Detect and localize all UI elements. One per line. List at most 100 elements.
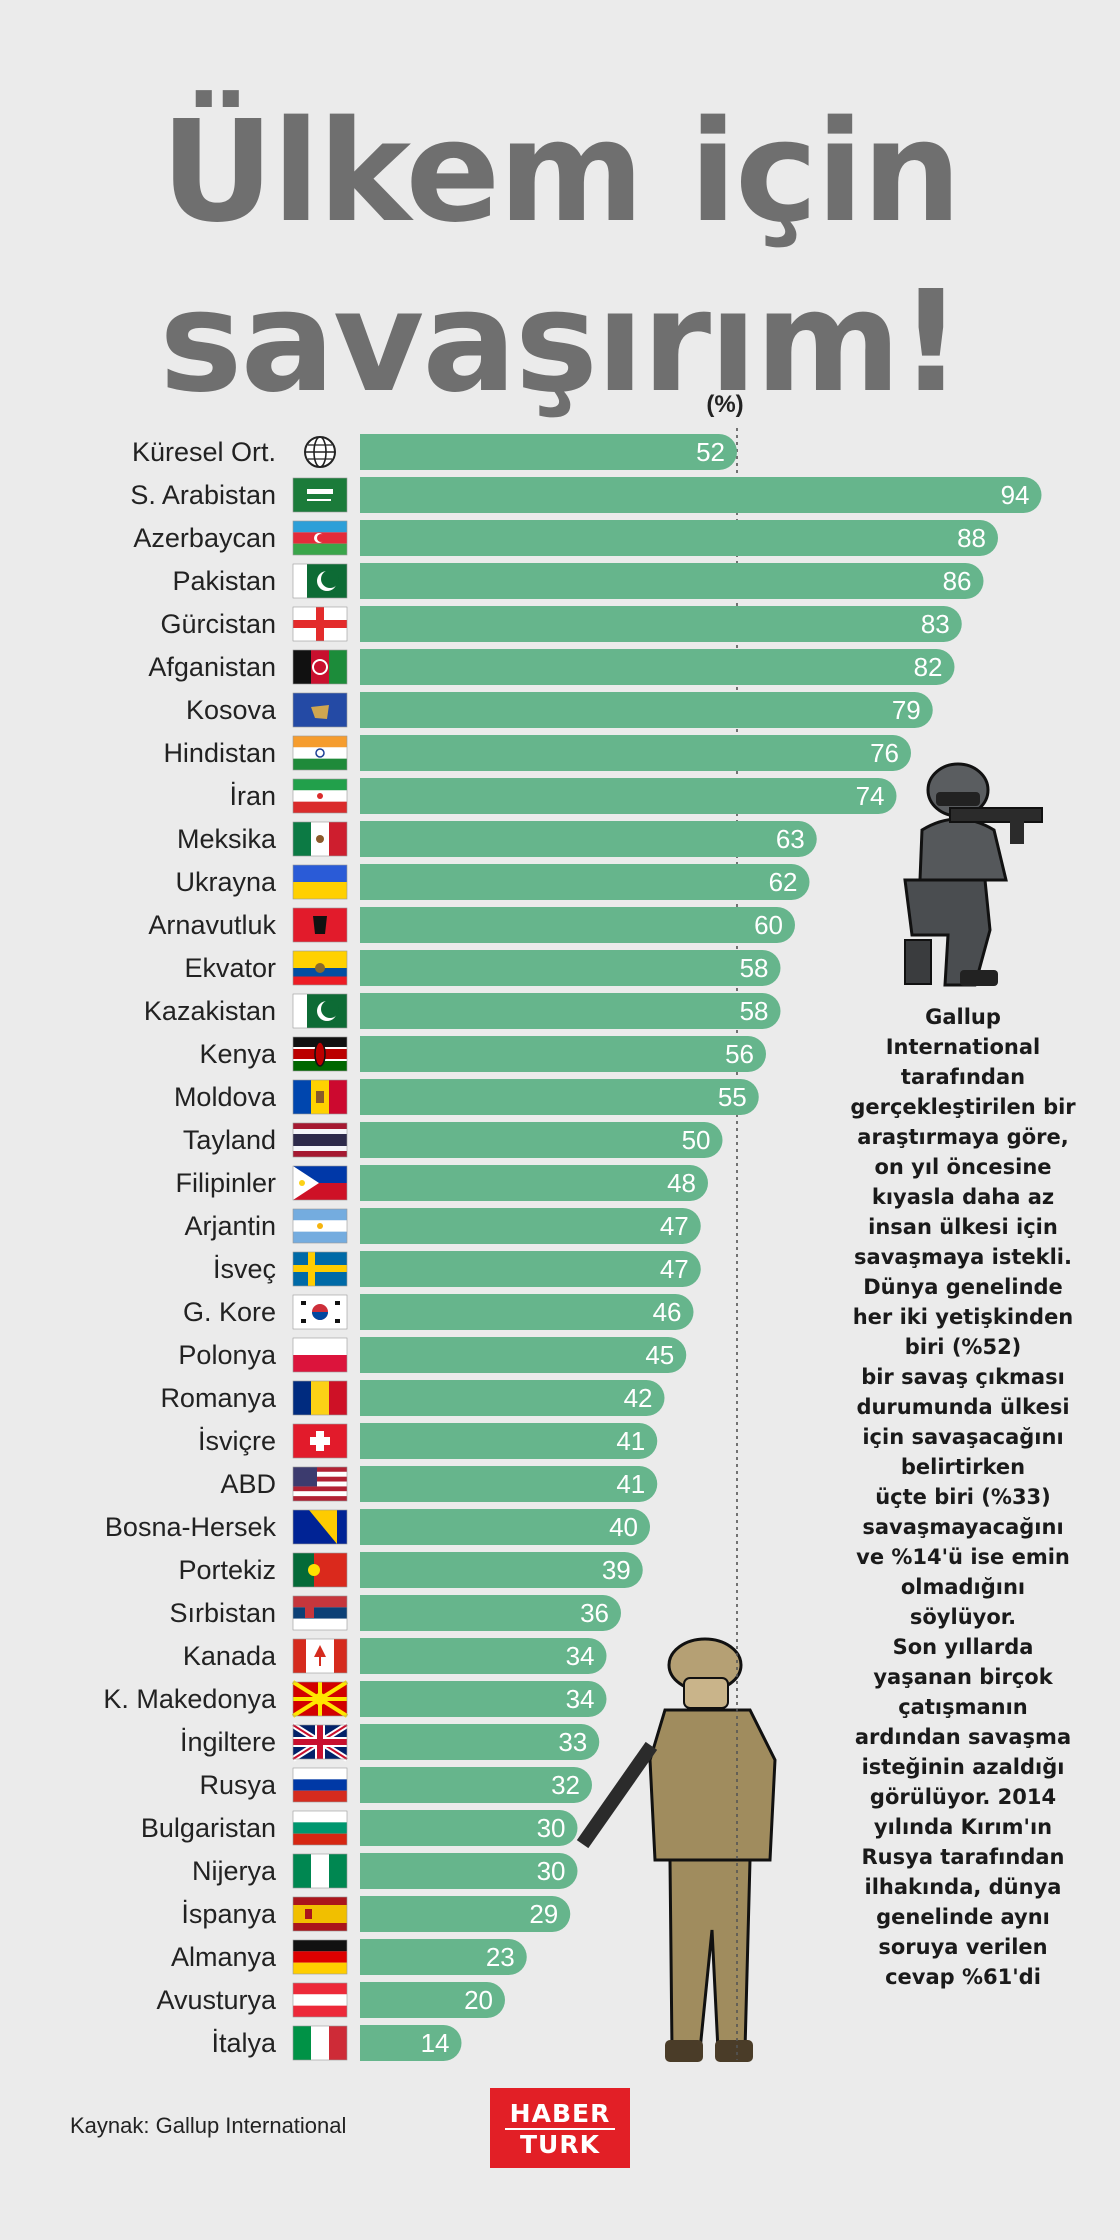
azerbaijan-flag: [292, 520, 348, 556]
chart-row: 47 Arjantin: [184, 1208, 701, 1244]
category-label: Romanya: [160, 1383, 277, 1413]
serbia-flag: [292, 1595, 348, 1631]
chart-row: 20 Avusturya: [156, 1982, 505, 2018]
bar: [360, 649, 955, 685]
value-label: 32: [551, 1770, 580, 1800]
mexico-flag: [292, 821, 348, 857]
value-label: 23: [486, 1942, 515, 1972]
category-label: Almanya: [171, 1942, 277, 1972]
value-label: 30: [537, 1813, 566, 1843]
chart-row: 32 Rusya: [199, 1767, 592, 1803]
chart-row: 46 G. Kore: [183, 1294, 694, 1331]
bar: [360, 1939, 527, 1975]
value-label: 29: [529, 1899, 558, 1929]
chart-row: 82 Afganistan: [148, 649, 955, 685]
category-label: Bulgaristan: [141, 1813, 276, 1843]
category-label: Kanada: [183, 1641, 277, 1671]
value-label: 82: [914, 652, 943, 682]
chart-row: 30 Bulgaristan: [141, 1810, 578, 1846]
bar: [360, 1036, 766, 1072]
category-label: Nijerya: [192, 1856, 277, 1886]
chart-row: 14 İtalya: [211, 2025, 462, 2061]
value-label: 50: [682, 1125, 711, 1155]
india-flag: [292, 735, 348, 771]
title-line-2: savaşırım!: [159, 261, 963, 424]
category-label: Hindistan: [163, 738, 276, 768]
unit-label: (%): [706, 391, 743, 418]
saudi-arabia-flag: [292, 477, 348, 513]
bar: [360, 1380, 665, 1416]
chart-row: 30 Nijerya: [192, 1853, 578, 1889]
poland-flag: [292, 1337, 348, 1373]
bar: [360, 778, 897, 814]
bar: [360, 1552, 643, 1588]
bar: [360, 1079, 759, 1115]
chart-row: 55 Moldova: [174, 1079, 759, 1115]
value-label: 40: [609, 1512, 638, 1542]
category-label: Portekiz: [178, 1555, 276, 1585]
category-label: Ukrayna: [175, 867, 277, 897]
value-label: 48: [667, 1168, 696, 1198]
iran-flag: [292, 778, 348, 814]
chart-row: 79 Kosova: [186, 692, 933, 728]
bar: [360, 1638, 607, 1674]
bar: [360, 563, 984, 599]
category-label: Küresel Ort.: [132, 437, 276, 467]
usa-flag: [292, 1466, 348, 1502]
bar: [360, 1724, 600, 1760]
bar: [360, 1251, 701, 1287]
bulgaria-flag: [292, 1810, 348, 1846]
pakistan-flag: [292, 563, 348, 599]
bar: [360, 1681, 607, 1717]
bar: [360, 520, 998, 556]
value-label: 33: [558, 1727, 587, 1757]
globe-icon: [304, 436, 336, 468]
bar: [360, 1208, 701, 1244]
portugal-flag: [292, 1552, 348, 1588]
bar: [360, 1122, 723, 1158]
nigeria-flag: [292, 1853, 348, 1889]
germany-flag: [292, 1939, 348, 1975]
category-label: Tayland: [183, 1125, 276, 1155]
category-label: İran: [229, 780, 276, 811]
value-label: 30: [537, 1856, 566, 1886]
chart-row: 56 Kenya: [199, 1036, 766, 1072]
moldova-flag: [292, 1079, 348, 1115]
value-label: 47: [660, 1211, 689, 1241]
chart-row: 58 Ekvator: [184, 950, 781, 986]
category-label: ABD: [220, 1469, 276, 1499]
value-label: 56: [725, 1039, 754, 1069]
bar: [360, 606, 962, 642]
category-label: G. Kore: [183, 1297, 276, 1327]
category-label: Arnavutluk: [148, 910, 276, 940]
source-note: Kaynak: Gallup International: [70, 2113, 347, 2138]
category-label: Bosna-Hersek: [105, 1512, 277, 1542]
category-label: Azerbaycan: [133, 523, 276, 553]
chart-row: 34 K. Makedonya: [103, 1680, 607, 1718]
value-label: 62: [769, 867, 798, 897]
value-label: 42: [624, 1383, 653, 1413]
category-label: Sırbistan: [169, 1598, 276, 1628]
value-label: 76: [870, 738, 899, 768]
haberturk-logo: HABER TURK: [490, 2088, 630, 2168]
argentina-flag: [292, 1208, 348, 1244]
ecuador-flag: [292, 950, 348, 986]
bar: [360, 1337, 687, 1373]
south-korea-flag: [292, 1294, 348, 1330]
chart-row: 58 Kazakistan: [144, 993, 781, 1029]
bar: [360, 1810, 578, 1846]
value-label: 14: [421, 2028, 450, 2058]
chart-row: 29 İspanya: [181, 1896, 571, 1932]
bar: [360, 1853, 578, 1889]
value-label: 94: [1001, 480, 1030, 510]
chart-row: 94 S. Arabistan: [130, 477, 1042, 513]
chart-row: 45 Polonya: [178, 1337, 687, 1373]
italy-flag: [292, 2025, 348, 2061]
value-label: 88: [957, 523, 986, 553]
category-label: Avusturya: [156, 1985, 277, 2015]
uk-flag: [291, 1722, 349, 1762]
bar: [360, 434, 737, 470]
category-label: Filipinler: [175, 1168, 276, 1198]
thailand-flag: [292, 1122, 348, 1158]
